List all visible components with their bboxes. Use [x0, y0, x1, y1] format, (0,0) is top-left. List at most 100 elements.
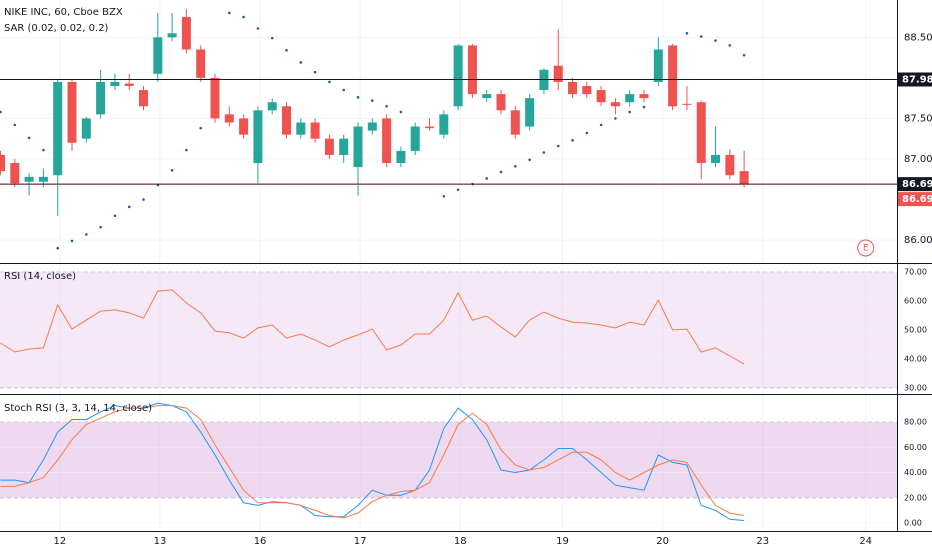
candle-body: [282, 106, 292, 135]
sar-dot: [170, 169, 174, 172]
sar-dot: [70, 239, 74, 243]
indicator-title: SAR (0.02, 0.02, 0.2): [4, 23, 109, 34]
grid: [0, 0, 897, 531]
candle-body: [439, 114, 449, 135]
candle-body: [496, 94, 506, 111]
candle-body: [53, 81, 63, 176]
sar-dot: [385, 104, 388, 108]
candle-body: [167, 33, 177, 38]
sar-dot: [0, 110, 2, 114]
sar-dot: [599, 123, 603, 127]
last-price-box: [898, 192, 932, 207]
candle-body: [467, 45, 477, 95]
candle-body: [639, 94, 649, 99]
sar-dot: [13, 123, 17, 127]
sar-dot: [142, 198, 145, 201]
sar-dot: [242, 15, 245, 19]
candle-body: [682, 103, 692, 105]
y-tick-label: 20.00: [904, 493, 927, 502]
y-tick-label: 70.00: [904, 267, 927, 276]
candle-body: [653, 49, 663, 82]
sar-dot: [127, 205, 131, 209]
candle-body: [224, 114, 234, 123]
sar-dot: [313, 70, 317, 74]
sar-dot: [614, 117, 617, 120]
sar-dot: [342, 88, 346, 92]
indicator-line: [0, 402, 745, 521]
sar-dot: [228, 11, 231, 15]
indicator-title: Stoch RSI (3, 3, 14, 14, close): [4, 403, 152, 414]
sar-dot: [371, 99, 374, 102]
candle-body: [339, 138, 349, 155]
sar-dot: [99, 225, 102, 229]
sar-dot: [699, 35, 703, 38]
event-label: E: [863, 244, 869, 254]
y-tick-label: 87.50: [904, 113, 932, 124]
x-tick-label: 19: [556, 536, 569, 547]
candle-body: [96, 81, 106, 115]
candle-body: [153, 37, 163, 74]
sar-dot: [728, 44, 732, 47]
sar-dot: [442, 194, 446, 198]
price-label-box: [898, 72, 932, 87]
chart-title: NIKE INC, 60, Cboe BZX: [4, 7, 123, 18]
x-tick-label: 17: [354, 536, 367, 547]
event-marker: [857, 239, 875, 257]
y-tick-label: 60.00: [904, 296, 927, 305]
candle-body: [525, 98, 535, 127]
candle-body: [310, 122, 320, 139]
candle-body: [38, 176, 48, 182]
sar-dot: [642, 105, 646, 109]
labels: NIKE INC, 60, Cboe BZX SAR (0.02, 0.02, …: [4, 7, 932, 547]
price-label-box: [898, 177, 932, 192]
candle-body: [396, 150, 406, 164]
candle-body: [239, 118, 249, 135]
candle-body: [382, 118, 392, 164]
candle-body: [425, 126, 435, 129]
y-tick-label: 60.00: [904, 443, 927, 452]
y-tick-label: 30.00: [904, 383, 927, 392]
candle-body: [510, 110, 520, 135]
x-tick-label: 23: [756, 536, 769, 547]
candle-body: [196, 49, 206, 78]
candle-body: [725, 154, 735, 176]
sar-dot: [256, 27, 260, 30]
y-tick-label: 86.00: [904, 235, 932, 246]
candle-body: [124, 83, 134, 86]
y-tick-label: 0.00: [904, 519, 922, 528]
sar-dot: [199, 126, 203, 130]
band: [0, 422, 897, 498]
y-tick-label: 87.00: [904, 154, 932, 165]
candle-body: [482, 94, 492, 99]
sar-dot: [571, 139, 574, 142]
candle-body: [739, 171, 749, 185]
sar-dot: [328, 80, 331, 84]
candle-body: [696, 102, 706, 164]
sar-dot: [85, 233, 88, 236]
sar-dot: [356, 96, 360, 99]
sar-dot: [585, 131, 589, 135]
x-tick-label: 18: [454, 536, 467, 547]
candle-body: [253, 110, 263, 164]
sar-dot: [456, 188, 460, 192]
x-tick-label: 24: [859, 536, 872, 547]
sar-dot: [399, 110, 403, 114]
price-label: 86.69: [902, 179, 932, 190]
candle-body: [353, 126, 363, 168]
sar-dot: [42, 148, 45, 152]
sar-dot: [113, 214, 117, 218]
candle-body: [553, 65, 563, 82]
candle-body: [324, 138, 334, 155]
sar-dot: [685, 31, 689, 35]
candle-body: [24, 176, 34, 182]
candle-body: [0, 154, 6, 172]
candle-body: [453, 45, 463, 107]
x-tick-label: 13: [154, 536, 167, 547]
price-label: 87.98: [902, 74, 932, 85]
sar-dot: [528, 158, 531, 162]
indicator-title: RSI (14, close): [4, 271, 76, 282]
candle-body: [296, 122, 306, 135]
sar-dot: [299, 61, 303, 64]
sar-dot: [628, 110, 632, 114]
